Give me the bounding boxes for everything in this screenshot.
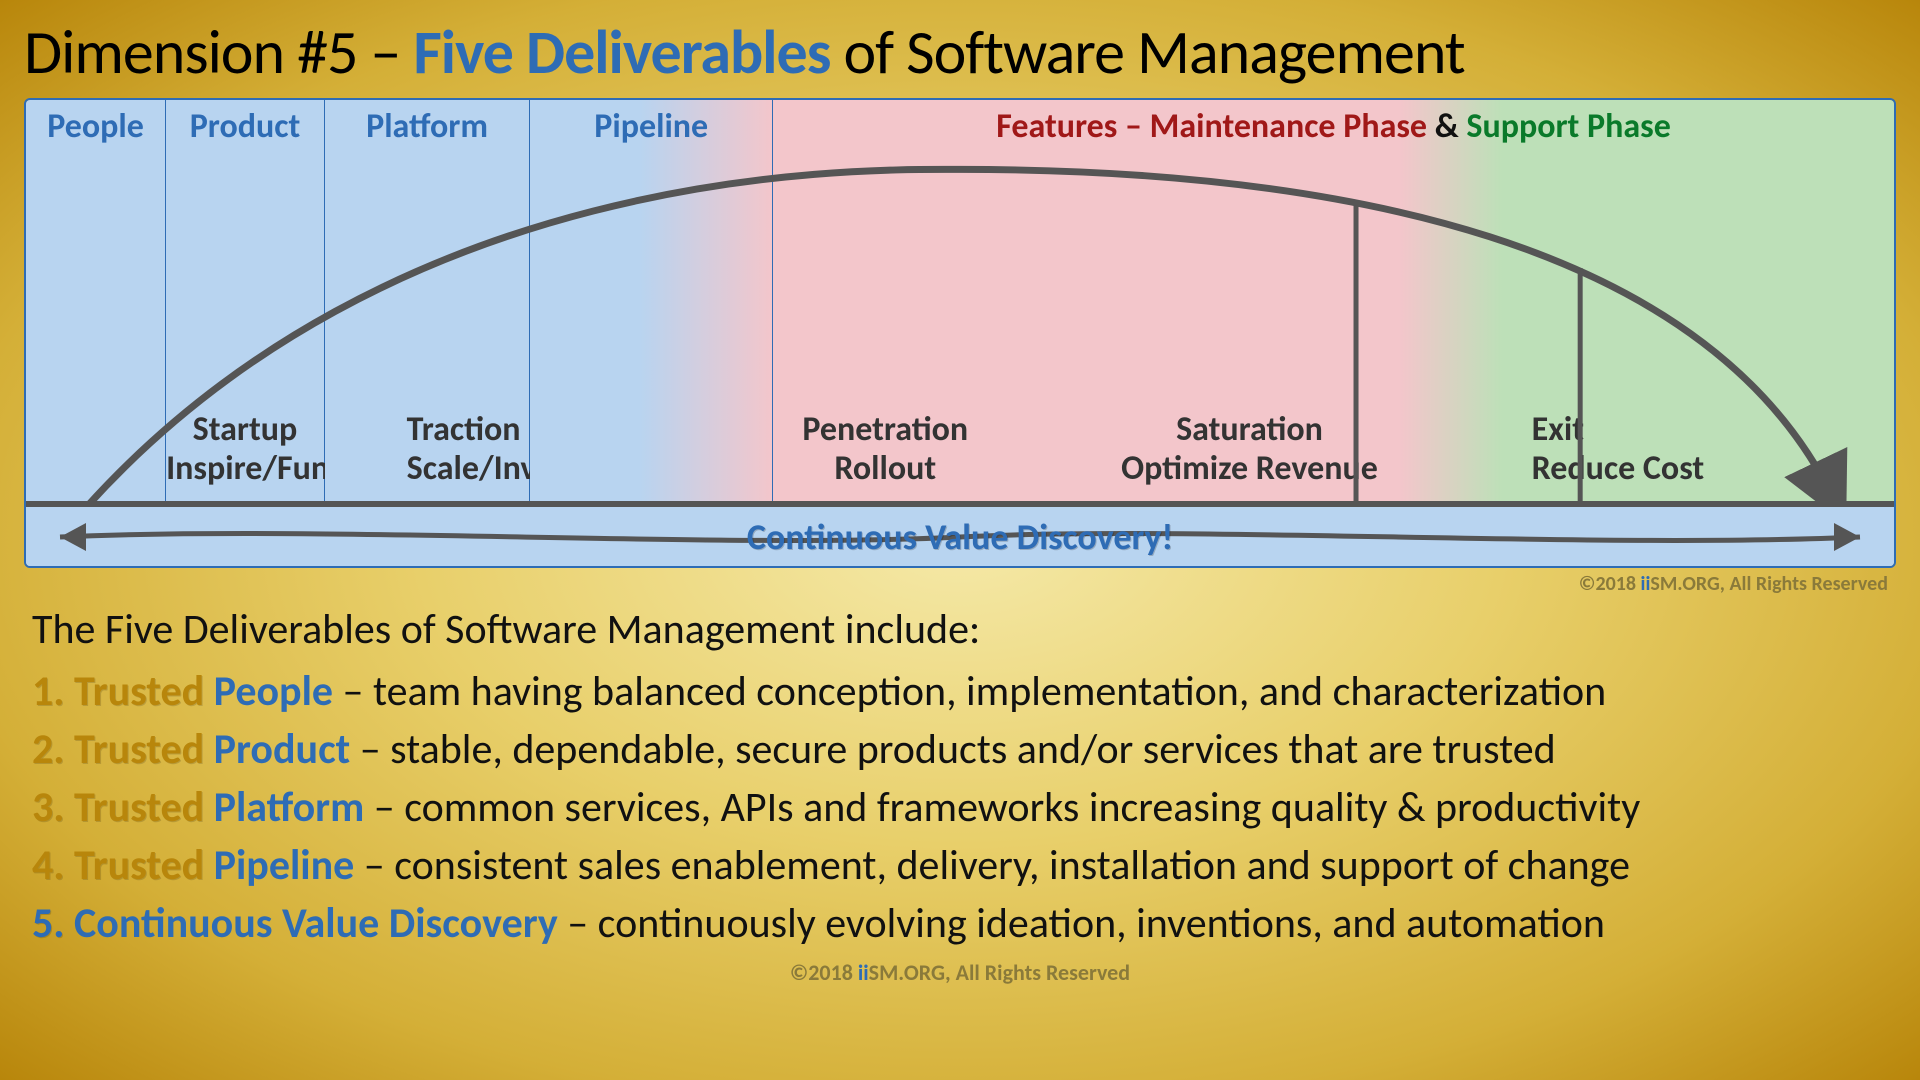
subphase-sub-penetration: PenetrationRollout: [773, 410, 997, 488]
subphase-sub-saturation: SaturationOptimize Revenue: [997, 410, 1501, 488]
phase-sub-product: StartupInspire/Fund: [166, 410, 324, 488]
subphase-penetration: PenetrationRollout: [773, 100, 997, 566]
deliverable-item: Continuous Value Discovery – continuousl…: [32, 895, 1896, 953]
deliverable-name: Platform: [214, 782, 365, 833]
deliverable-name: Continuous Value Discovery: [74, 898, 558, 949]
phase-label-product: Product: [166, 100, 324, 147]
deliverable-item: Trusted Pipeline – consistent sales enab…: [32, 837, 1896, 895]
phase-people: People: [26, 100, 166, 566]
features-header: Features – Maintenance Phase & Support P…: [773, 106, 1894, 147]
deliverable-desc: – continuously evolving ideation, invent…: [558, 898, 1605, 949]
phase-features: Features – Maintenance Phase & Support P…: [773, 100, 1894, 566]
deliverable-desc: – stable, dependable, secure products an…: [350, 724, 1556, 775]
deliverable-desc: – consistent sales enablement, delivery,…: [354, 840, 1630, 891]
page-title: Dimension #5 – Five Deliverables of Soft…: [24, 14, 1896, 90]
deliverables-list: Trusted People – team having balanced co…: [24, 663, 1896, 953]
subphase-saturation: SaturationOptimize Revenue: [997, 100, 1501, 566]
phase-platform: PlatformTractionScale/Invest: [325, 100, 530, 566]
cvd-text: Continuous Value Discovery!: [747, 515, 1173, 559]
deliverable-desc: – team having balanced conception, imple…: [333, 666, 1606, 717]
deliverable-desc: – common services, APIs and frameworks i…: [364, 782, 1640, 833]
phase-label-platform: Platform: [325, 100, 529, 147]
trusted-prefix: Trusted: [74, 666, 214, 717]
phase-label-people: People: [26, 100, 165, 147]
intro-text: The Five Deliverables of Software Manage…: [32, 604, 1896, 655]
deliverable-name: Product: [214, 724, 351, 775]
cvd-band: Continuous Value Discovery!: [26, 507, 1894, 566]
deliverable-name: People: [214, 666, 333, 717]
lifecycle-diagram: PeopleProductStartupInspire/FundPlatform…: [24, 98, 1896, 568]
phase-pipeline: Pipeline: [530, 100, 773, 566]
subphase-exit: ExitReduce Cost: [1502, 100, 1894, 566]
copyright-diagram: ©2018 iiSM.ORG, All Rights Reserved: [24, 572, 1888, 596]
deliverable-item: Trusted Product – stable, dependable, se…: [32, 721, 1896, 779]
title-prefix: Dimension #5 –: [24, 14, 413, 90]
trusted-prefix: Trusted: [74, 782, 214, 833]
deliverable-name: Pipeline: [214, 840, 355, 891]
title-accent: Five Deliverables: [413, 14, 830, 90]
deliverable-item: Trusted Platform – common services, APIs…: [32, 779, 1896, 837]
trusted-prefix: Trusted: [74, 840, 214, 891]
trusted-prefix: Trusted: [74, 724, 214, 775]
title-suffix: of Software Management: [830, 14, 1464, 90]
subphase-sub-exit: ExitReduce Cost: [1502, 410, 1894, 488]
phase-label-pipeline: Pipeline: [530, 100, 772, 147]
deliverable-item: Trusted People – team having balanced co…: [32, 663, 1896, 721]
phase-product: Product StartupInspire/Fund: [166, 100, 325, 566]
copyright-footer: ©2018 iiSM.ORG, All Rights Reserved: [24, 959, 1896, 986]
